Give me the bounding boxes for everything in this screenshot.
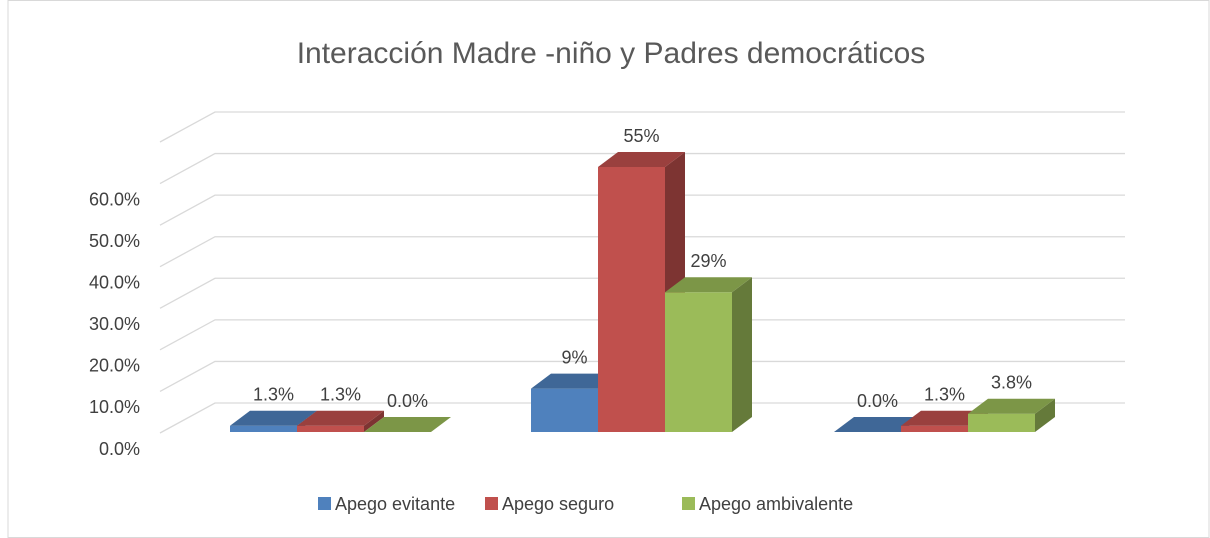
bar-top [968, 398, 1055, 414]
bar [901, 425, 968, 432]
data-label: 0.0% [387, 391, 428, 411]
grid-line [159, 319, 1125, 351]
legend-label: Apego evitante [335, 494, 455, 514]
bar-top [901, 410, 988, 426]
bar [297, 425, 364, 432]
legend-label: Apego ambivalente [699, 494, 853, 514]
data-label: 0.0% [857, 391, 898, 411]
grid-line [159, 152, 1125, 185]
legend-label: Apego seguro [502, 494, 614, 514]
bar [230, 425, 297, 432]
y-tick-label: 20.0% [89, 356, 140, 376]
bar [665, 292, 732, 432]
bar [598, 167, 665, 432]
y-tick-label: 10.0% [89, 397, 140, 417]
bar-top [665, 277, 752, 293]
legend-swatch [318, 497, 331, 510]
bar-top [364, 417, 451, 432]
data-label: 3.8% [991, 372, 1032, 392]
y-tick-label: 30.0% [89, 314, 140, 334]
bar-top [531, 373, 618, 389]
chart-title: Interacción Madre -niño y Padres democrá… [297, 37, 926, 70]
grid-line [159, 402, 1125, 434]
data-label: 55% [623, 126, 659, 146]
y-tick-label: 50.0% [89, 231, 140, 251]
data-label: 1.3% [924, 384, 965, 404]
bar-top [598, 152, 685, 167]
bar-side [364, 410, 384, 432]
bar [968, 413, 1035, 432]
grid-line [159, 277, 1125, 309]
legend-swatch [682, 497, 695, 510]
bar-top [834, 417, 921, 432]
bar-side [732, 277, 752, 432]
bar-top [297, 410, 384, 426]
data-label: 29% [690, 251, 726, 271]
bar-side [1035, 398, 1055, 432]
data-label: 1.3% [320, 384, 361, 404]
data-label: 9% [561, 347, 587, 367]
grid-line [159, 236, 1125, 268]
bar-top [230, 410, 317, 426]
legend-swatch [485, 497, 498, 510]
y-tick-label: 0.0% [99, 439, 140, 459]
grid-line [159, 194, 1125, 226]
y-tick-label: 60.0% [89, 189, 140, 209]
grid-line [159, 111, 1125, 143]
y-tick-label: 40.0% [89, 272, 140, 292]
data-label: 1.3% [253, 384, 294, 404]
bar [531, 388, 598, 432]
grid-line [159, 360, 1125, 392]
